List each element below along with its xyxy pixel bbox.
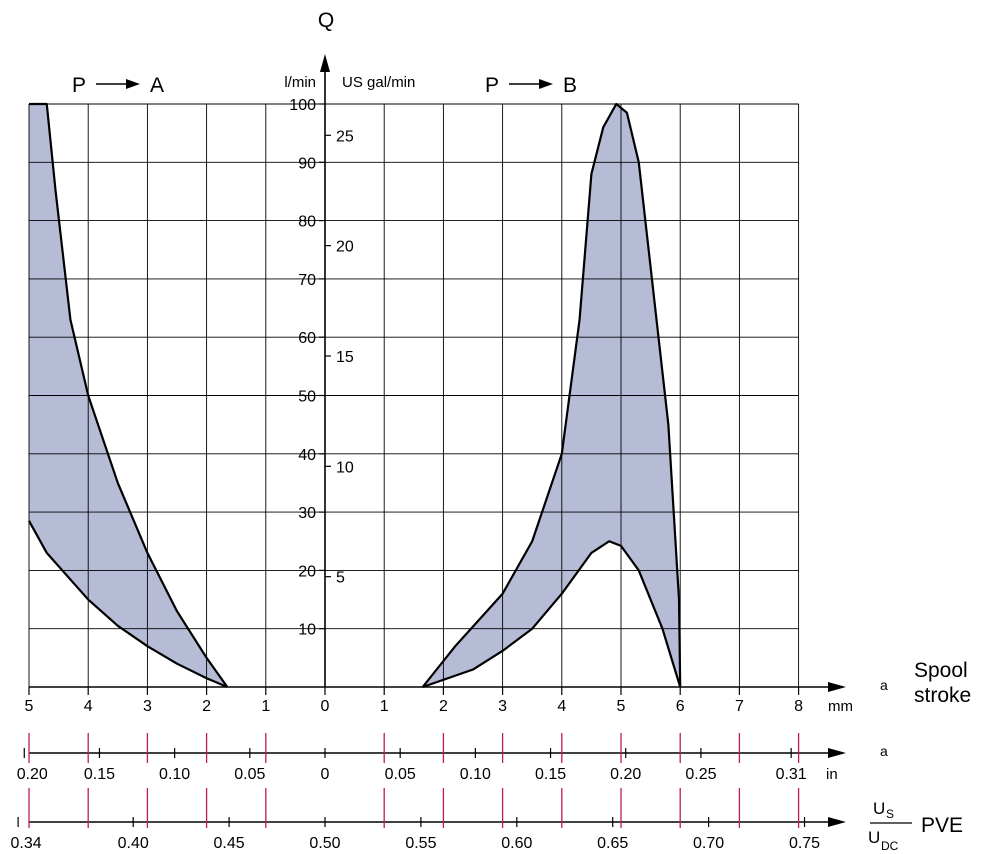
lmin-tick-label: 20	[298, 563, 316, 580]
mm-axis-arrow-icon	[828, 682, 846, 692]
lmin-tick-label: 50	[298, 389, 316, 406]
in-tick-label: 0.05	[385, 766, 416, 783]
mm-tick-label: 3	[498, 698, 507, 715]
mm-tick-label: 3	[143, 698, 152, 715]
mm-tick-label: 2	[202, 698, 211, 715]
pve-tick-label: 0.50	[309, 835, 340, 852]
flow-band-1	[29, 104, 228, 687]
us-denominator-u: U	[868, 828, 880, 847]
mm-unit-label: mm	[828, 698, 853, 715]
flow-band-2	[422, 104, 681, 687]
flow-band-fills	[29, 104, 681, 687]
mm-tick-label: 5	[25, 698, 34, 715]
in-tick-label: 0.05	[234, 766, 265, 783]
q-axis-arrow-icon	[320, 54, 330, 72]
in-tick-label: 0.25	[685, 766, 716, 783]
flow-lower-curve-2	[422, 540, 682, 689]
lmin-unit-label: l/min	[284, 74, 316, 91]
usgal-tick-label: 5	[336, 570, 345, 587]
us-numerator-sub: S	[886, 807, 894, 821]
pve-axis-arrow-icon	[828, 817, 846, 827]
in-tick-label: 0.20	[17, 766, 48, 783]
in-tick-label: 0.31	[776, 766, 807, 783]
mm-tick-label: 6	[676, 698, 685, 715]
in-unit-label: in	[826, 766, 838, 783]
lmin-tick-label: 40	[298, 447, 316, 464]
in-tick-label: 0.15	[84, 766, 115, 783]
pve-tick-label: 0.70	[693, 835, 724, 852]
us-denominator-sub: DC	[881, 839, 899, 853]
chart-axes	[17, 54, 846, 828]
pa-arrow-icon	[96, 79, 140, 89]
pve-label: PVE	[921, 814, 963, 837]
pve-tick-label: 0.40	[118, 835, 149, 852]
in-tick-label: 0.15	[535, 766, 566, 783]
flow-curves	[28, 102, 682, 689]
lmin-tick-label: 100	[289, 97, 316, 114]
mm-tick-label: 4	[557, 698, 566, 715]
mm-tick-label: 4	[84, 698, 93, 715]
mm-tick-label: 8	[794, 698, 803, 715]
pve-tick-label: 0.34	[11, 835, 42, 852]
pve-tick-label: 0.60	[501, 835, 532, 852]
flow-upper-curve-1	[29, 102, 229, 688]
usgal-tick-label: 15	[336, 349, 354, 366]
us-numerator-u: U	[873, 799, 885, 818]
in-axis-arrow-icon	[828, 748, 846, 758]
lmin-tick-label: 30	[298, 505, 316, 522]
pve-tick-label: 0.75	[789, 835, 820, 852]
lmin-tick-label: 90	[298, 155, 316, 172]
in-tick-label: 0.20	[610, 766, 641, 783]
in-tick-label: 0.10	[460, 766, 491, 783]
pve-tick-label: 0.65	[597, 835, 628, 852]
in-tick-label: 0	[321, 766, 330, 783]
usgal-tick-label: 10	[336, 459, 354, 476]
pve-tick-label: 0.45	[214, 835, 245, 852]
lmin-tick-label: 60	[298, 330, 316, 347]
q-axis-label: Q	[318, 9, 334, 32]
usgal-tick-label: 20	[336, 239, 354, 256]
usgal-tick-label: 25	[336, 128, 354, 145]
mm-tick-label: 2	[439, 698, 448, 715]
mm-tick-label: 7	[735, 698, 744, 715]
stroke-a-label: a	[880, 677, 888, 693]
spool-label: Spool	[914, 659, 968, 682]
pb-label-p: P	[485, 74, 499, 97]
flow-upper-curve-2	[421, 102, 682, 688]
lmin-tick-label: 80	[298, 214, 316, 231]
pa-label-p: P	[72, 74, 86, 97]
pa-label-a: A	[150, 74, 164, 97]
usgal-unit-label: US gal/min	[342, 74, 415, 91]
pve-tick-label: 0.55	[405, 835, 436, 852]
mm-tick-label: 1	[380, 698, 389, 715]
mm-tick-label: 5	[617, 698, 626, 715]
lmin-tick-label: 70	[298, 272, 316, 289]
pb-arrow-icon	[509, 79, 553, 89]
flow-lower-curve-1	[28, 520, 228, 689]
stroke-label: stroke	[914, 684, 971, 707]
pb-label-b: B	[563, 74, 577, 97]
in-tick-label: 0.10	[159, 766, 190, 783]
lmin-tick-label: 10	[298, 622, 316, 639]
in-a-label: a	[880, 743, 888, 759]
mm-tick-label: 0	[321, 698, 330, 715]
mm-tick-label: 1	[261, 698, 270, 715]
